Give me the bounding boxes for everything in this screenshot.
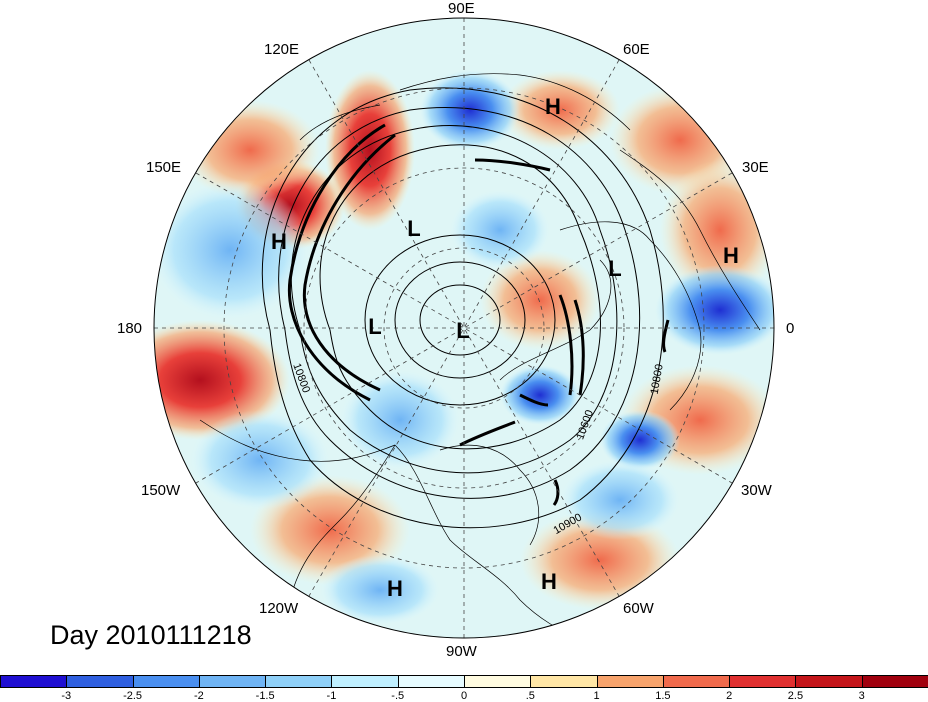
colorbar-tick-label: -.5 bbox=[391, 690, 405, 702]
graticule bbox=[154, 18, 774, 638]
colorbar-box bbox=[464, 675, 532, 688]
colorbar-tick-label: 2.5 bbox=[787, 690, 804, 702]
lon-label-120W: 120W bbox=[259, 600, 299, 617]
lon-label-150W: 150W bbox=[141, 482, 181, 499]
pressure-centers: H H H H H L L L L bbox=[271, 94, 739, 601]
colorbar-tick-label: 0 bbox=[460, 690, 468, 702]
colorbar-box bbox=[331, 675, 399, 688]
coastlines bbox=[199, 73, 761, 638]
colorbar-box bbox=[662, 675, 731, 688]
lon-label-180: 180 bbox=[117, 320, 143, 337]
colorbar-tick-label: 1 bbox=[593, 690, 600, 702]
lon-label-0: 0 bbox=[786, 320, 795, 337]
colorbar-tick-label: 1.5 bbox=[655, 690, 671, 702]
low-marker: L bbox=[368, 314, 381, 339]
colorbar-box bbox=[729, 675, 797, 688]
colorbar-box bbox=[265, 675, 333, 688]
low-marker: L bbox=[456, 318, 469, 343]
high-marker: H bbox=[271, 229, 287, 254]
height-contours bbox=[261, 87, 670, 529]
colorbar-tick-label: -2 bbox=[193, 690, 204, 702]
colorbar-box bbox=[66, 675, 134, 688]
colorbar-tick-label: -2.5 bbox=[123, 690, 143, 702]
colorbar-box bbox=[861, 675, 928, 688]
high-marker: H bbox=[387, 576, 403, 601]
colorbar-tick-label: 3 bbox=[858, 690, 865, 702]
low-marker: L bbox=[407, 216, 420, 241]
colorbar-tick-label: -1 bbox=[326, 690, 337, 702]
colorbar: -3 -2.5 -2 -1.5 -1 -.5 0 .5 1 1.5 2 2.5 3 bbox=[0, 675, 928, 702]
lon-label-90W: 90W bbox=[446, 643, 477, 660]
lon-label-150E: 150E bbox=[146, 159, 182, 176]
colorbar-tick-label: -1.5 bbox=[255, 690, 275, 702]
map-boundary bbox=[153, 17, 775, 639]
colorbar-tick-label: 2 bbox=[726, 690, 733, 702]
high-marker: H bbox=[545, 94, 561, 119]
colorbar-box bbox=[0, 675, 68, 688]
colorbar-box bbox=[397, 675, 465, 688]
polar-map: H H H H H L L L L 10800 10600 10800 1090… bbox=[153, 17, 775, 639]
colorbar-tick-label: .5 bbox=[525, 690, 535, 702]
contour-label: 10800 bbox=[649, 363, 666, 395]
high-marker: H bbox=[723, 243, 739, 268]
lon-label-30E: 30E bbox=[742, 159, 769, 176]
lon-label-30W: 30W bbox=[741, 482, 772, 499]
anomaly-field bbox=[154, 18, 774, 638]
lon-label-60W: 60W bbox=[623, 600, 654, 617]
lon-label-60E: 60E bbox=[623, 41, 650, 58]
colorbar-box bbox=[795, 675, 863, 688]
map-title: Day 2010111218 bbox=[50, 620, 252, 650]
low-marker: L bbox=[608, 256, 621, 281]
high-marker: H bbox=[541, 569, 557, 594]
colorbar-box bbox=[596, 675, 664, 688]
lon-label-120E: 120E bbox=[264, 41, 300, 58]
colorbar-box bbox=[132, 675, 200, 688]
colorbar-tick-label: -3 bbox=[61, 690, 72, 702]
colorbar-box bbox=[530, 675, 598, 688]
lon-label-90E: 90E bbox=[448, 0, 475, 17]
colorbar-box bbox=[198, 675, 267, 688]
